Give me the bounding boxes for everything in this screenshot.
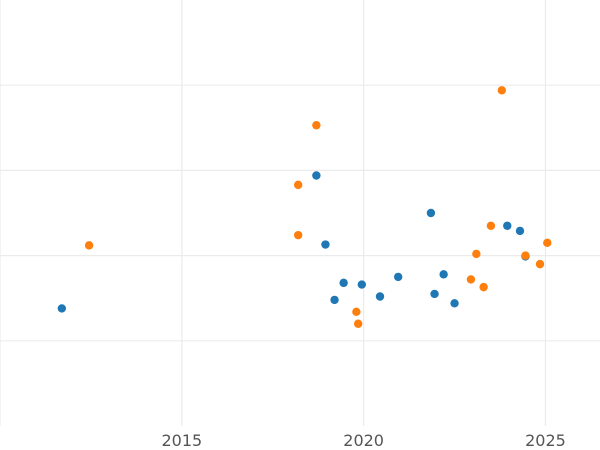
data-points (57, 86, 552, 328)
data-point-s1-2 (312, 171, 321, 180)
data-point-s2-7 (466, 275, 476, 284)
data-point-s2-4 (312, 121, 321, 130)
x-tick-label-2025: 2025 (525, 431, 566, 450)
data-point-s2-6 (353, 319, 363, 328)
x-tick-label-2020: 2020 (343, 431, 384, 450)
data-point-s1-11 (439, 270, 448, 279)
data-point-s1-1 (57, 304, 67, 313)
data-point-s1-12 (450, 299, 459, 308)
data-point-s1-6 (357, 280, 367, 289)
data-point-s2-13 (535, 259, 545, 269)
data-point-s2-8 (472, 249, 481, 259)
data-point-s2-11 (497, 86, 507, 95)
data-point-s1-8 (393, 272, 403, 282)
data-point-s1-10 (430, 289, 439, 299)
data-point-s2-1 (84, 241, 94, 250)
x-tick-label-2015: 2015 (161, 431, 202, 450)
data-point-s2-5 (352, 307, 361, 317)
data-point-s1-4 (330, 295, 339, 305)
data-point-s1-3 (321, 240, 330, 249)
data-point-s2-3 (293, 230, 303, 240)
data-point-s2-10 (486, 221, 496, 230)
data-point-s1-5 (339, 278, 348, 288)
data-point-s2-14 (543, 238, 552, 248)
x-axis-tick-labels: 2015 2020 2025 (161, 431, 565, 450)
data-point-s1-14 (515, 226, 525, 236)
data-point-s2-2 (293, 180, 303, 190)
data-point-s2-12 (521, 251, 530, 260)
data-point-s1-9 (426, 208, 436, 218)
data-point-s1-7 (375, 292, 385, 301)
gridlines (0, 0, 600, 426)
data-point-s2-9 (479, 282, 488, 292)
data-point-s1-13 (503, 221, 512, 230)
